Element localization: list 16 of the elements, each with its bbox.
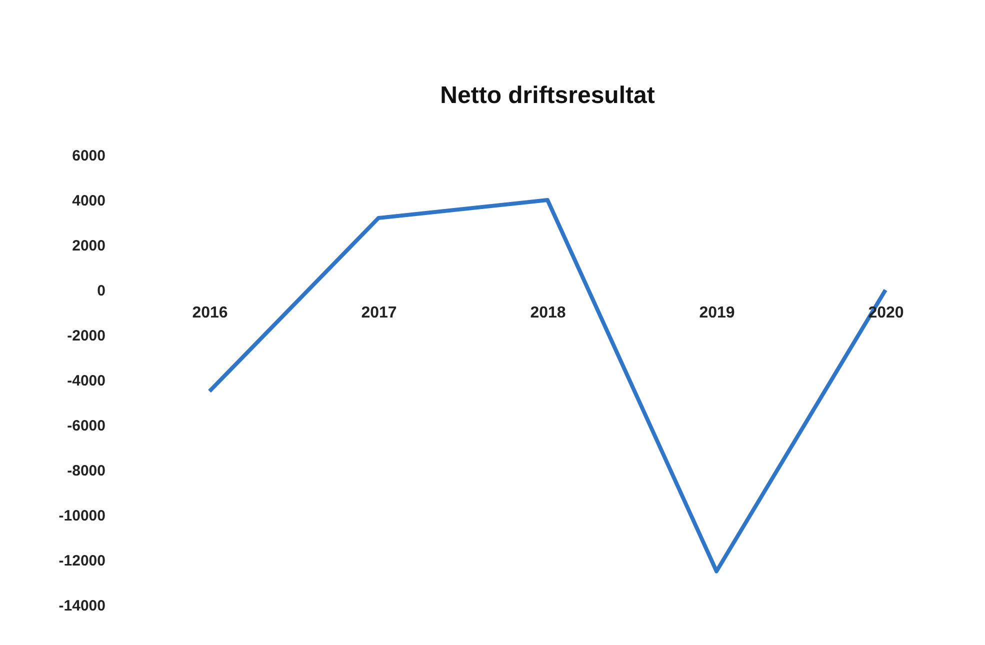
y-tick-label: -10000 bbox=[58, 508, 106, 524]
y-tick-label: 2000 bbox=[72, 238, 106, 254]
y-tick-label: -8000 bbox=[67, 462, 106, 480]
chart-title: Netto driftsresultat bbox=[440, 82, 655, 109]
x-tick-label: 2017 bbox=[361, 304, 397, 322]
x-tick-label: 2019 bbox=[699, 304, 735, 322]
x-tick-label: 2018 bbox=[530, 304, 566, 322]
y-tick-label: -14000 bbox=[58, 598, 106, 614]
y-tick-label: -12000 bbox=[58, 552, 106, 570]
y-tick-label: -4000 bbox=[67, 372, 106, 390]
y-tick-label: -2000 bbox=[67, 328, 106, 344]
y-tick-label: 4000 bbox=[72, 192, 106, 210]
x-tick-label: 2016 bbox=[192, 304, 228, 322]
y-tick-label: -6000 bbox=[67, 418, 106, 434]
y-tick-label: 6000 bbox=[72, 148, 106, 164]
y-tick-label: 0 bbox=[97, 282, 106, 300]
